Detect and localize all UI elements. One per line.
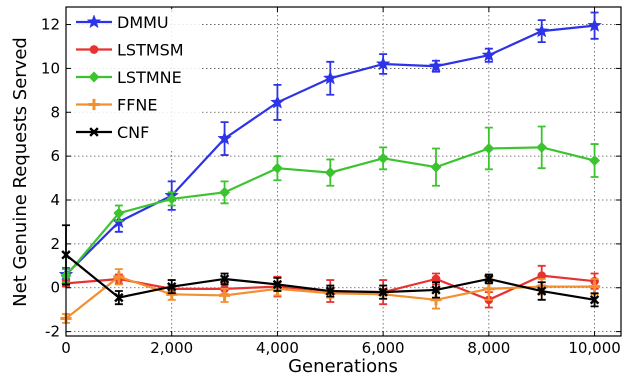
data-point-cnf — [589, 295, 600, 305]
y-tick-label: 0 — [50, 279, 60, 297]
data-point-dmmu — [534, 23, 550, 38]
data-point-cnf — [484, 274, 494, 284]
data-point-ffne — [483, 283, 495, 295]
x-tick-label: 8,000 — [467, 339, 510, 357]
data-point-lstmne — [430, 161, 442, 173]
data-point-ffne — [588, 281, 601, 293]
legend-item-dmmu: DMMU — [76, 13, 169, 32]
data-point-lstmne — [483, 143, 495, 154]
y-tick-label: 10 — [41, 59, 60, 77]
data-point-dmmu — [481, 47, 497, 62]
x-axis-label: Generations — [288, 356, 398, 377]
legend-marker-lstmsm — [89, 45, 99, 54]
series-layer — [58, 11, 602, 325]
data-point-lstmsm — [431, 274, 441, 284]
legend: DMMU LSTMSM LSTMNE FFNE CNF — [71, 9, 201, 151]
x-tick-label: 6,000 — [362, 339, 405, 357]
data-point-cnf — [378, 287, 388, 297]
data-point-cnf — [114, 292, 124, 303]
legend-marker-lstmne — [88, 71, 100, 83]
legend-marker-cnf — [89, 127, 99, 137]
data-point-dmmu — [270, 94, 285, 109]
legend-item-cnf: CNF — [76, 123, 149, 142]
data-point-ffne — [218, 289, 231, 302]
data-point-cnf — [167, 281, 177, 292]
y-tick-label: 12 — [41, 16, 60, 34]
data-point-lstmne — [166, 193, 178, 205]
x-tick-label: 2,000 — [150, 339, 193, 357]
data-point-lstmsm — [537, 271, 547, 281]
y-tick-label: 2 — [50, 235, 60, 253]
plot-frame — [65, 6, 622, 337]
data-point-lstmne — [536, 141, 548, 153]
data-point-lstmne — [324, 167, 336, 179]
legend-marker-dmmu — [86, 14, 102, 29]
data-point-dmmu — [322, 70, 338, 85]
data-point-ffne — [113, 271, 125, 283]
y-tick-label: 8 — [50, 103, 60, 121]
y-tick-label: -2 — [45, 323, 60, 341]
x-tick-label: 4,000 — [256, 339, 299, 357]
legend-label-lstmsm: LSTMSM — [117, 41, 184, 60]
legend-label-cnf: CNF — [117, 123, 149, 142]
legend-item-lstmne: LSTMNE — [76, 68, 182, 87]
legend-label-ffne: FFNE — [117, 96, 157, 115]
data-point-dmmu — [428, 58, 444, 73]
x-tick-label: 0 — [61, 339, 71, 357]
legend-marker-ffne — [88, 98, 100, 111]
y-tick-label: 6 — [50, 147, 60, 165]
data-point-dmmu — [217, 130, 232, 145]
data-point-dmmu — [375, 56, 391, 71]
y-axis-label: Net Genuine Requests Served — [10, 37, 31, 307]
data-point-lstmne — [589, 155, 601, 166]
data-point-lstmne — [377, 152, 389, 164]
data-point-lstmne — [219, 186, 231, 198]
legend-label-lstmne: LSTMNE — [117, 68, 182, 87]
legend-item-lstmsm: LSTMSM — [76, 41, 184, 60]
legend-label-dmmu: DMMU — [117, 13, 169, 32]
data-point-lstmne — [113, 207, 125, 219]
data-point-cnf — [537, 286, 547, 296]
data-point-dmmu — [587, 17, 602, 32]
x-tick-label: 10,000 — [568, 339, 621, 357]
data-point-lstmne — [271, 162, 283, 174]
legend-item-ffne: FFNE — [76, 96, 157, 115]
y-tick-label: 4 — [50, 191, 60, 209]
data-point-cnf — [219, 274, 230, 284]
data-point-cnf — [431, 285, 441, 295]
data-point-cnf — [272, 279, 283, 290]
data-point-cnf — [325, 286, 335, 296]
series-lstmne — [60, 125, 601, 284]
